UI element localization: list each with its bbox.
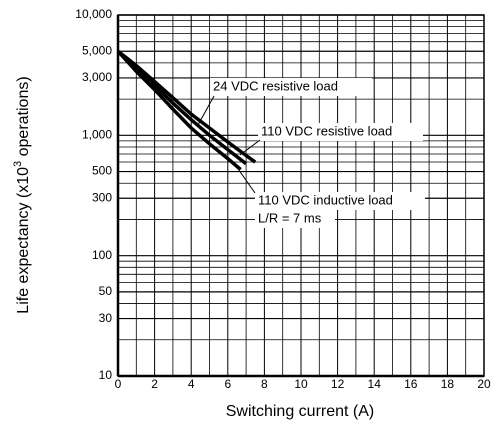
x-tick-label: 0 bbox=[115, 377, 122, 391]
annotation-box bbox=[255, 192, 425, 210]
annotation-box bbox=[210, 78, 372, 96]
x-tick-label: 4 bbox=[188, 377, 195, 391]
y-axis-label: Life expectancy (x103 operations) bbox=[12, 76, 32, 313]
x-axis-label: Switching current (A) bbox=[226, 403, 375, 420]
y-tick-label: 3,000 bbox=[82, 70, 112, 84]
y-tick-label: 30 bbox=[99, 311, 113, 325]
y-tick-label: 5,000 bbox=[82, 43, 112, 57]
y-tick-label: 50 bbox=[99, 284, 113, 298]
series-line bbox=[116, 50, 242, 171]
series-annotation: 110 VDC inductive load bbox=[258, 192, 393, 207]
x-tick-label: 12 bbox=[331, 377, 345, 391]
annotation-box bbox=[258, 123, 423, 141]
x-tick-label: 14 bbox=[368, 377, 382, 391]
x-tick-label: 16 bbox=[404, 377, 418, 391]
y-label-rest: operations) bbox=[15, 76, 32, 161]
x-tick-label: 6 bbox=[224, 377, 231, 391]
leader-line bbox=[197, 95, 215, 126]
series-annotation: 110 VDC resistive load bbox=[261, 123, 392, 138]
series-line bbox=[116, 49, 257, 164]
leader-line bbox=[239, 139, 261, 156]
y-tick-label: 500 bbox=[92, 164, 112, 178]
y-tick-label: 1,000 bbox=[82, 128, 112, 142]
x-tick-label: 8 bbox=[261, 377, 268, 391]
x-tick-label: 18 bbox=[441, 377, 455, 391]
y-tick-label: 100 bbox=[92, 248, 112, 262]
y-tick-label: 10 bbox=[99, 368, 113, 382]
annotation: L/R = 7 ms bbox=[258, 210, 322, 225]
y-label-main: Life expectancy (x10 bbox=[15, 167, 32, 314]
y-label-sup: 3 bbox=[12, 161, 24, 167]
x-tick-label: 10 bbox=[294, 377, 308, 391]
annotation-box bbox=[255, 210, 335, 228]
y-tick-label: 300 bbox=[92, 190, 112, 204]
series-line bbox=[116, 49, 248, 166]
y-tick-label: 10,000 bbox=[75, 7, 112, 21]
leader-line bbox=[235, 165, 256, 194]
series-annotation: 24 VDC resistive load bbox=[213, 78, 338, 93]
x-tick-label: 2 bbox=[151, 377, 158, 391]
x-tick-label: 20 bbox=[477, 377, 491, 391]
